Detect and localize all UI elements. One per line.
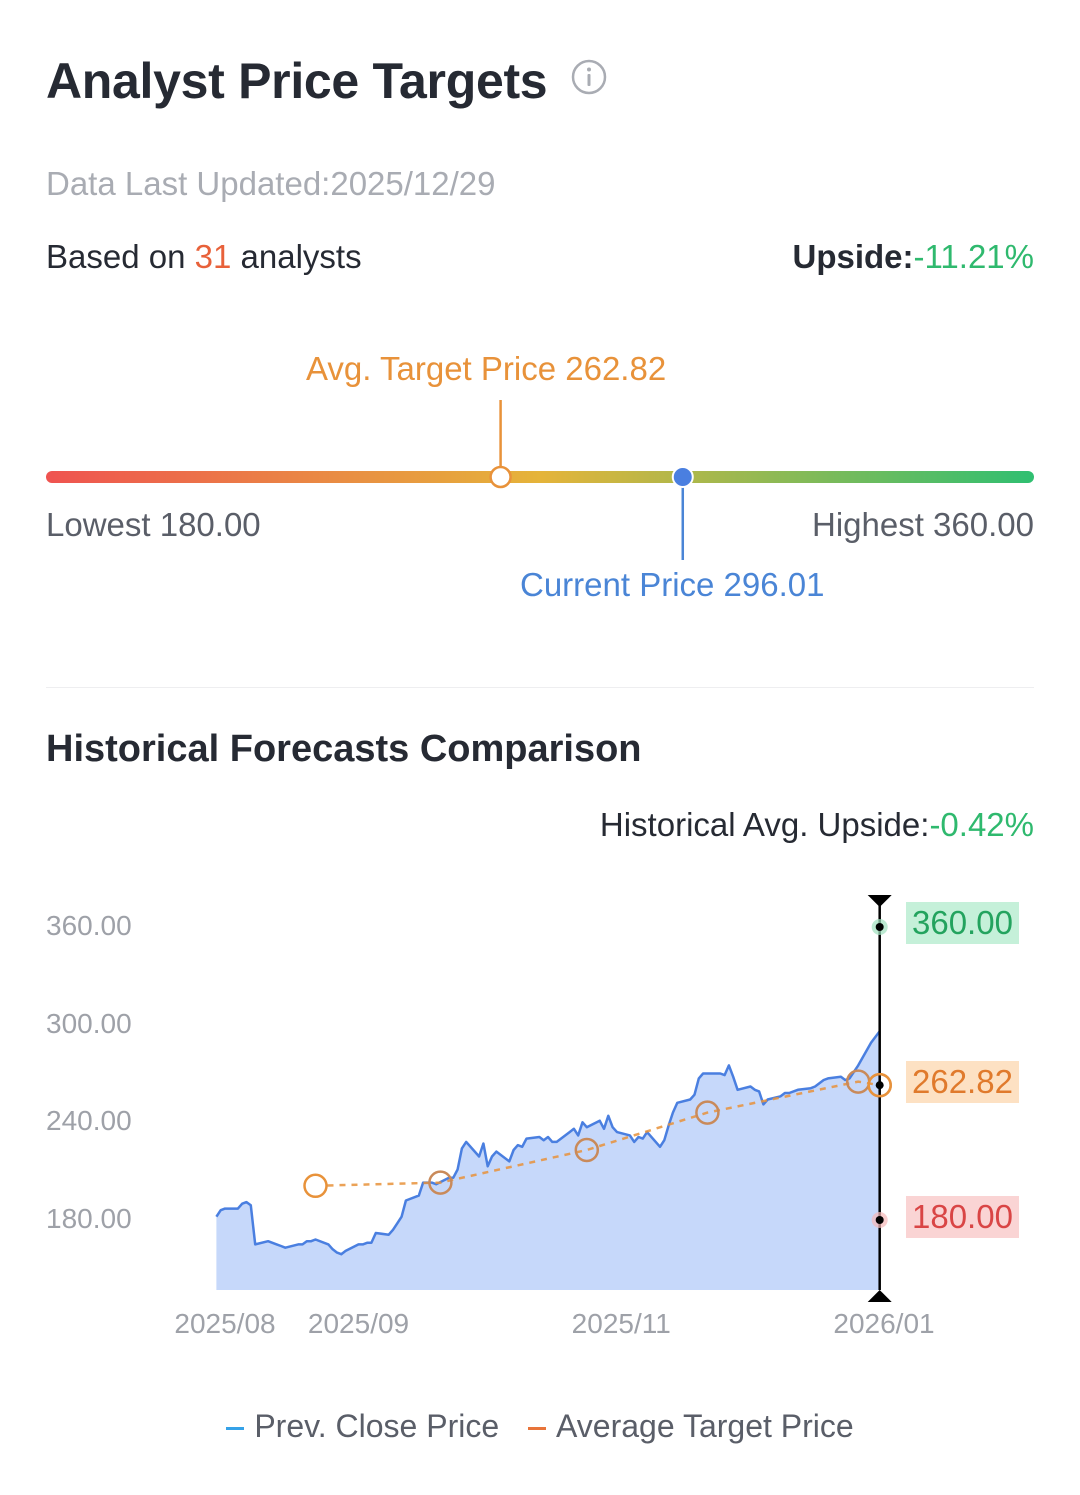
avg-target-label: Avg. Target Price 262.82 [306,350,667,387]
lowest-label: Lowest 180.00 [46,506,261,543]
y-tick-label: 240.00 [46,1105,132,1137]
current-price-marker [671,466,694,488]
avg-target-tag: 262.82 [906,1061,1019,1103]
legend-label-avg: Average Target Price [556,1408,854,1444]
legend-swatch-avg [528,1427,547,1431]
highest-target-tag: 360.00 [906,902,1019,944]
page-title: Analyst Price Targets [46,53,548,109]
y-tick-label: 360.00 [46,910,132,941]
avg-target-marker [489,465,512,489]
lowest-target-tag: 180.00 [906,1196,1019,1238]
crosshair-top-marker [867,895,892,907]
history-chart[interactable] [0,880,1080,1310]
chart-legend: Prev. Close Price Average Target Price [0,1408,1080,1445]
latest-avg-ring [867,1072,892,1098]
close-price-line [215,1030,881,1256]
y-tick-label: 300.00 [46,1007,132,1039]
price-range-bar [46,400,1034,560]
last-updated: Data Last Updated:2025/12/29 [46,165,496,202]
upside: Upside:-11.21% [793,238,1034,276]
x-tick-label: 2025/11 [571,1308,671,1339]
legend-item-close[interactable]: Prev. Close Price [226,1408,499,1445]
y-tick-label: 180.00 [46,1203,132,1234]
avg-target-point [574,1137,600,1163]
based-suffix: analysts [240,238,362,275]
avg-target-line [315,1080,880,1188]
x-tick-label: 2025/09 [307,1308,410,1339]
upside-label: Upside: [792,238,914,275]
section-divider [46,687,1034,688]
analyst-count: Based on 31 analysts [46,238,362,276]
historical-upside-label: Historical Avg. Upside: [599,806,930,843]
highest-label: Highest 360.00 [812,506,1034,543]
legend-label-close: Prev. Close Price [254,1408,500,1444]
legend-swatch-close [226,1427,245,1431]
latest-avg-dot [875,1081,884,1090]
latest-low-dot [875,1216,884,1224]
historical-upside: Historical Avg. Upside:-0.42% [600,806,1034,844]
avg-target-point [695,1100,720,1125]
info-icon[interactable] [571,59,607,95]
analyst-count-number: 31 [194,238,232,275]
historical-upside-value: -0.42% [929,806,1034,843]
avg-target-point [303,1173,328,1199]
x-tick-label: 2026/01 [833,1308,935,1339]
upside-value: -11.21% [913,238,1034,275]
current-price-label: Current Price 296.01 [520,566,825,603]
section-title: Historical Forecasts Comparison [46,728,642,770]
legend-item-avg[interactable]: Average Target Price [528,1408,854,1445]
based-prefix: Based on [46,238,186,275]
avg-target-point [428,1170,453,1195]
latest-high-dot [875,923,884,931]
range-gradient-bar [46,471,1034,483]
close-price-area [216,1031,880,1290]
crosshair-bottom-marker [867,1290,892,1302]
x-tick-label: 2025/08 [174,1308,276,1339]
